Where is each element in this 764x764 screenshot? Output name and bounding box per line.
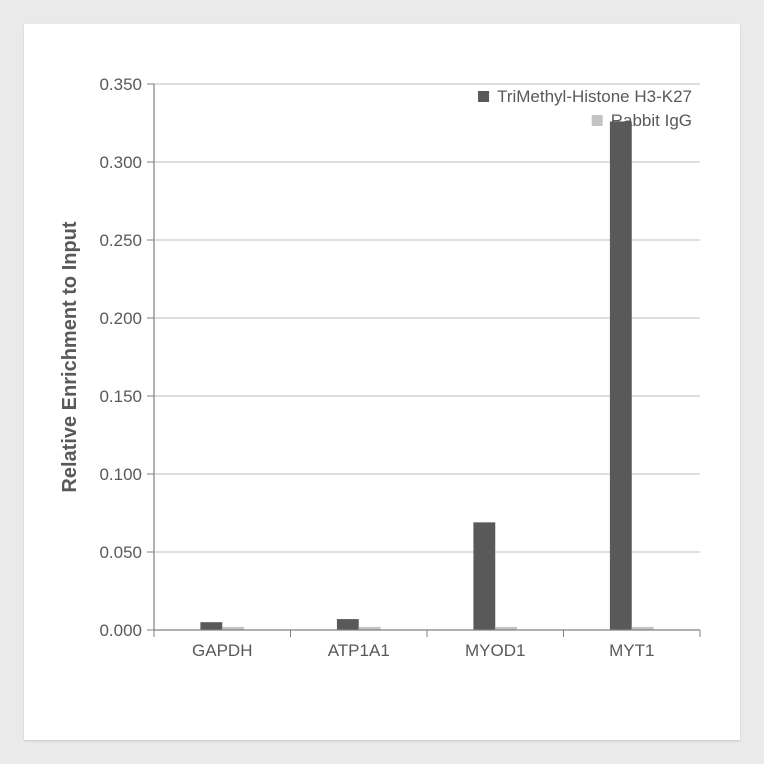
bar	[473, 522, 495, 630]
bar	[200, 622, 222, 630]
chart-container: 0.000 0.050 0.100 0.150 0.200 0.250 0.300 0.350…	[44, 64, 720, 700]
bar	[337, 619, 359, 630]
y-tick-label: 0.100	[99, 465, 142, 484]
chart-card: 0.000 0.050 0.100 0.150 0.200 0.250 0.300 0.350…	[24, 24, 740, 740]
y-tick-label: 0.200	[99, 309, 142, 328]
legend-label: TriMethyl-Histone H3-K27	[497, 87, 692, 106]
bar-chart: 0.000 0.050 0.100 0.150 0.200 0.250 0.300 0.350…	[44, 64, 720, 700]
bar	[610, 121, 632, 630]
x-tick-label: MYT1	[609, 641, 654, 660]
y-tick-label: 0.300	[99, 153, 142, 172]
y-axis-label: Relative Enrichment to Input	[59, 221, 81, 492]
y-tick-label: 0.000	[99, 621, 142, 640]
x-tick-label: GAPDH	[192, 641, 252, 660]
legend-label: Rabbit IgG	[611, 111, 692, 130]
x-tick-label: MYOD1	[465, 641, 525, 660]
y-tick-label: 0.350	[99, 75, 142, 94]
y-tick-label: 0.050	[99, 543, 142, 562]
x-tick-label: ATP1A1	[328, 641, 390, 660]
legend-swatch	[592, 115, 603, 126]
legend-swatch	[478, 91, 489, 102]
y-tick-label: 0.150	[99, 387, 142, 406]
y-tick-label: 0.250	[99, 231, 142, 250]
